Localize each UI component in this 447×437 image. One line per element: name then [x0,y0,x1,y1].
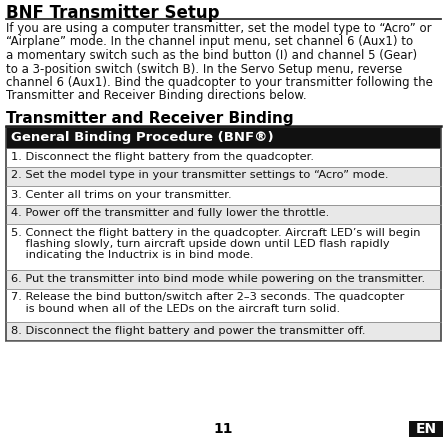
Text: is bound when all of the LEDs on the aircraft turn solid.: is bound when all of the LEDs on the air… [11,304,340,314]
Text: If you are using a computer transmitter, set the model type to “Acro” or: If you are using a computer transmitter,… [6,22,432,35]
Text: channel 6 (Aux1). Bind the quadcopter to your transmitter following the: channel 6 (Aux1). Bind the quadcopter to… [6,76,433,89]
Text: General Binding Procedure (BNF®): General Binding Procedure (BNF®) [11,131,274,144]
Text: 7. Release the bind button/switch after 2–3 seconds. The quadcopter: 7. Release the bind button/switch after … [11,292,405,302]
Text: Transmitter and Receiver Binding directions below.: Transmitter and Receiver Binding directi… [6,90,307,103]
Text: to a 3-position switch (switch B). In the Servo Setup menu, reverse: to a 3-position switch (switch B). In th… [6,62,402,76]
Text: 5. Connect the flight battery in the quadcopter. Aircraft LED’s will begin: 5. Connect the flight battery in the qua… [11,228,421,237]
Text: “Airplane” mode. In the channel input menu, set channel 6 (Aux1) to: “Airplane” mode. In the channel input me… [6,35,413,49]
Text: a momentary switch such as the bind button (I) and channel 5 (Gear): a momentary switch such as the bind butt… [6,49,417,62]
Text: 4. Power off the transmitter and fully lower the throttle.: 4. Power off the transmitter and fully l… [11,208,329,218]
Bar [6,270,441,289]
Text: 3. Center all trims on your transmitter.: 3. Center all trims on your transmitter. [11,190,232,200]
Bar [6,148,441,167]
Bar [6,289,441,322]
Bar [6,127,441,341]
Bar [6,322,441,341]
Text: 6. Put the transmitter into bind mode while powering on the transmitter.: 6. Put the transmitter into bind mode wh… [11,274,425,284]
Text: BNF Transmitter Setup: BNF Transmitter Setup [6,4,219,22]
Bar [6,127,441,148]
Bar [409,421,443,437]
Text: Transmitter and Receiver Binding: Transmitter and Receiver Binding [6,111,294,126]
Text: 11: 11 [214,422,233,436]
Bar [6,167,441,186]
Text: EN: EN [415,422,437,436]
Text: flashing slowly, turn aircraft upside down until LED flash rapidly: flashing slowly, turn aircraft upside do… [11,239,390,249]
Bar [6,186,441,205]
Text: 8. Disconnect the flight battery and power the transmitter off.: 8. Disconnect the flight battery and pow… [11,326,366,336]
Bar [6,205,441,224]
Text: 2. Set the model type in your transmitter settings to “Acro” mode.: 2. Set the model type in your transmitte… [11,170,388,180]
Bar [6,224,441,270]
Text: 1. Disconnect the flight battery from the quadcopter.: 1. Disconnect the flight battery from th… [11,152,314,162]
Text: indicating the Inductrix is in bind mode.: indicating the Inductrix is in bind mode… [11,250,253,260]
